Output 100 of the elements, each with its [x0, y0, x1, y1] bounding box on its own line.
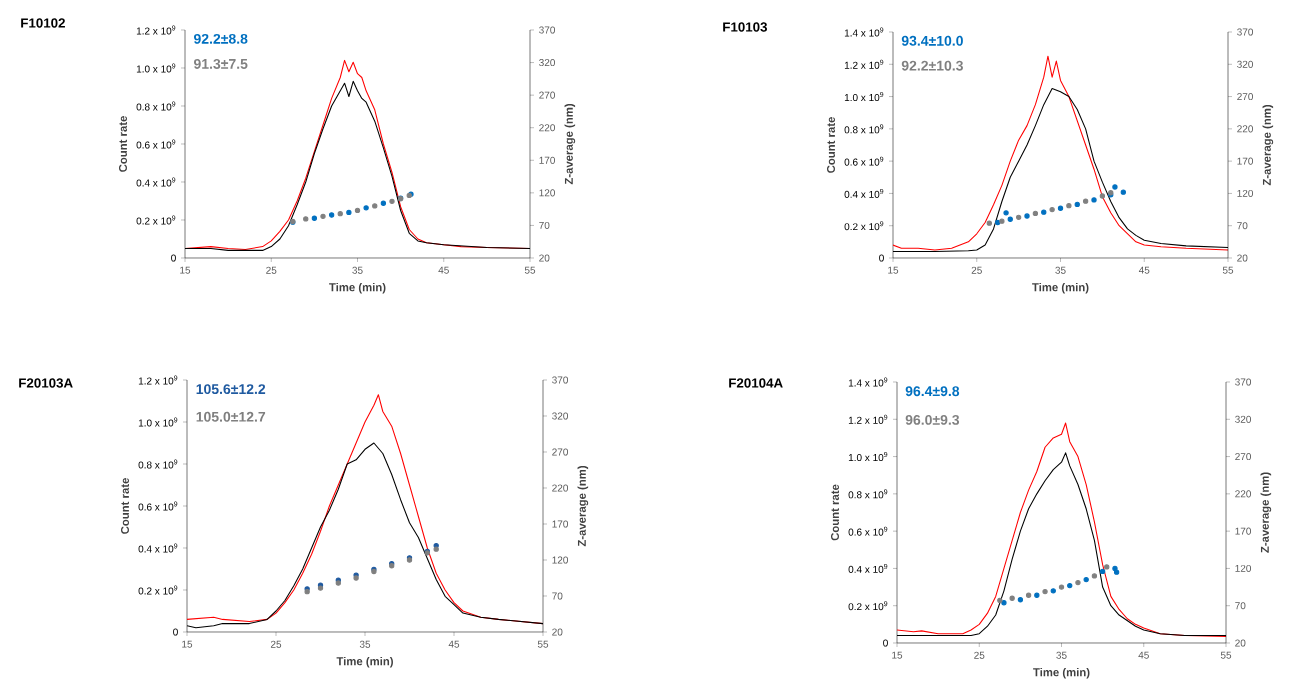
x-tick-label: 35: [1055, 266, 1066, 274]
y2-tick-label: 220: [539, 124, 555, 132]
annotation: 92.2±8.8: [193, 33, 248, 44]
y-tick-label: 1.2 x 10$^{9}$: [848, 414, 888, 424]
y-tick-label: 0.2 x 10$^{9}$: [844, 221, 884, 231]
y2-tick-label: 220: [1237, 125, 1253, 133]
y-tick-label: 1.2 x 10$^{9}$: [844, 59, 884, 69]
y-tick-label: 0.6 x 10$^{9}$: [136, 139, 176, 149]
y2-tick-label: 320: [1235, 415, 1251, 423]
y-tick-label: 0.8 x 10$^{9}$: [844, 124, 884, 134]
y-tick-label: 1.2 x 10$^{9}$: [138, 375, 178, 385]
x-tick-label: 55: [1220, 651, 1232, 659]
y-axis-title: Count rate: [830, 484, 839, 541]
y2-tick-label: 20: [1235, 639, 1246, 647]
y-tick-label: 0: [171, 254, 176, 262]
y-tick-label: 1.4 x 10$^{9}$: [844, 27, 884, 37]
y-tick-label: 0.4 x 10$^{9}$: [848, 563, 888, 573]
y-tick-label: 0.4 x 10$^{9}$: [138, 543, 178, 553]
y2-tick-label: 220: [552, 484, 568, 492]
x-tick-label: 15: [180, 266, 191, 274]
y-tick-label: 0.6 x 10$^{9}$: [844, 156, 884, 166]
annotation: 105.6±12.2: [196, 384, 266, 395]
y-tick-label: 1.4 x 10$^{9}$: [848, 377, 888, 387]
y-tick-label: 0.8 x 10$^{9}$: [138, 459, 178, 469]
y-tick-label: 0.8 x 10$^{9}$: [136, 101, 176, 111]
y2-tick-label: 120: [1237, 189, 1253, 197]
text: F20103A: [19, 378, 73, 388]
y2-tick-label: 20: [552, 628, 563, 636]
y2-tick-label: 370: [539, 26, 555, 34]
annotation: 96.4±9.8: [905, 386, 960, 397]
y-tick-label: 0.6 x 10$^{9}$: [848, 526, 888, 536]
y-tick-label: 0: [883, 639, 888, 647]
text: F10102: [21, 18, 65, 28]
y-tick-label: 0.2 x 10$^{9}$: [136, 215, 176, 225]
y-tick-label: 1.0 x 10$^{9}$: [848, 452, 888, 462]
y-tick-label: 1.0 x 10$^{9}$: [138, 417, 178, 427]
x-axis-title: Time (min): [1033, 667, 1090, 679]
y2-tick-label: 270: [1237, 93, 1253, 101]
x-tick-label: 15: [888, 266, 899, 274]
y-tick-label: 0.8 x 10$^{9}$: [848, 489, 888, 499]
x-tick-label: 45: [1138, 266, 1150, 274]
y2-tick-label: 120: [1235, 564, 1251, 572]
annotation: 93.4±10.0: [901, 35, 963, 46]
y2-tick-label: 270: [539, 91, 555, 99]
y2-tick-label: 270: [552, 448, 568, 456]
annotation: 91.3±7.5: [193, 58, 248, 69]
y2-axis-title: Z-average (nm): [1260, 472, 1272, 553]
y-tick-label: 1.2 x 10$^{9}$: [136, 25, 176, 35]
y2-tick-label: 320: [552, 412, 568, 420]
x-tick-label: 45: [438, 266, 449, 274]
y2-axis-title: Z-average (nm): [564, 103, 576, 185]
annotation: 92.2±10.3: [901, 60, 963, 71]
y2-tick-label: 120: [552, 556, 568, 564]
y2-tick-label: 70: [552, 592, 563, 600]
text: F20104A: [729, 378, 783, 388]
y-tick-label: 0.4 x 10$^{9}$: [844, 188, 884, 198]
x-tick-label: 25: [266, 266, 277, 274]
y-tick-label: 0.4 x 10$^{9}$: [136, 177, 176, 187]
y-tick-label: 0: [173, 628, 178, 636]
y2-tick-label: 70: [1237, 222, 1248, 230]
y-tick-label: 0: [879, 254, 884, 262]
x-tick-label: 55: [524, 266, 536, 274]
y2-tick-label: 270: [1235, 453, 1251, 461]
x-tick-label: 35: [352, 266, 363, 274]
y2-tick-label: 20: [539, 254, 550, 262]
x-tick-label: 25: [971, 266, 982, 274]
text: F10103: [723, 22, 768, 32]
y-axis-title: Count rate: [120, 478, 129, 534]
y2-tick-label: 370: [552, 376, 568, 384]
y2-tick-label: 70: [1235, 602, 1246, 610]
x-tick-label: 55: [537, 640, 549, 648]
x-axis-title: Time (min): [1032, 282, 1089, 294]
y2-tick-label: 320: [1237, 60, 1253, 68]
x-tick-label: 35: [1056, 651, 1067, 659]
y-tick-label: 1.0 x 10$^{9}$: [844, 92, 884, 102]
y2-tick-label: 170: [539, 156, 555, 164]
y2-tick-label: 120: [539, 189, 555, 197]
y2-axis-title: Z-average (nm): [577, 465, 589, 547]
annotation: 96.0±9.3: [905, 414, 960, 425]
y2-tick-label: 220: [1235, 490, 1251, 498]
y-axis-title: Count rate: [118, 116, 127, 172]
x-tick-label: 45: [1138, 651, 1149, 659]
y2-tick-label: 170: [552, 520, 568, 528]
x-tick-label: 15: [892, 651, 903, 659]
y2-tick-label: 20: [1237, 254, 1248, 262]
x-axis-title: Time (min): [336, 656, 393, 668]
y2-tick-label: 170: [1237, 157, 1253, 165]
y-axis-title: Count rate: [826, 117, 835, 173]
y2-tick-label: 170: [1235, 527, 1251, 535]
x-axis-title: Time (min): [329, 282, 386, 294]
y2-tick-label: 320: [539, 59, 555, 67]
x-tick-label: 45: [448, 640, 460, 648]
x-tick-label: 55: [1222, 266, 1234, 274]
x-tick-label: 15: [182, 640, 193, 648]
y-tick-label: 0.2 x 10$^{9}$: [848, 601, 888, 611]
x-tick-label: 25: [270, 640, 282, 648]
x-tick-label: 35: [359, 640, 371, 648]
y-tick-label: 0.6 x 10$^{9}$: [138, 501, 178, 511]
y2-axis-title: Z-average (nm): [1262, 104, 1274, 186]
y2-tick-label: 370: [1235, 378, 1251, 386]
